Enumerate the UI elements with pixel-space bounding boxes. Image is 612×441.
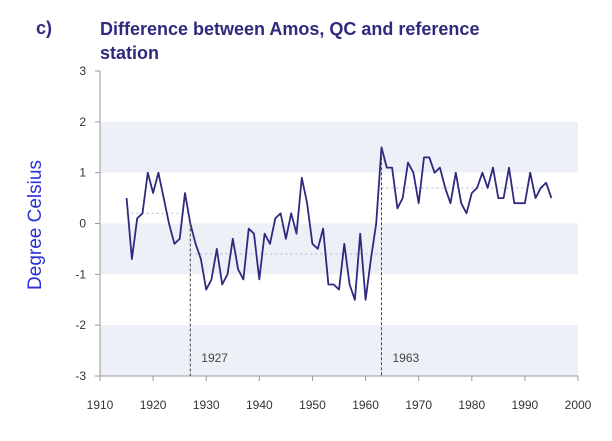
y-tick-label: 2 (79, 115, 86, 129)
y-tick-label: -2 (75, 318, 86, 332)
x-tick-label: 1940 (246, 398, 273, 412)
x-tick-label: 1980 (458, 398, 485, 412)
x-tick-label: 1970 (405, 398, 432, 412)
x-tick-label: 1910 (87, 398, 114, 412)
shaded-band (100, 325, 578, 376)
x-tick-label: 1960 (352, 398, 379, 412)
y-tick-label: -1 (75, 267, 86, 281)
x-tick-label: 2000 (565, 398, 592, 412)
series-line (125, 146, 553, 301)
x-tick-label: 1920 (140, 398, 167, 412)
breakpoint-label: 1927 (201, 351, 228, 365)
x-tick-label: 1930 (193, 398, 220, 412)
chart-title: Difference between Amos, QC and referenc… (100, 19, 480, 63)
x-tick-label: 1950 (299, 398, 326, 412)
breakpoint-label: 1963 (392, 351, 419, 365)
shaded-band (100, 121, 578, 173)
x-tick-label: 1990 (512, 398, 539, 412)
y-tick-label: 0 (79, 217, 86, 231)
panel-label: c) (36, 18, 53, 38)
y-tick-label: 1 (79, 166, 86, 180)
y-tick-label: 3 (79, 64, 86, 78)
y-tick-label: -3 (75, 369, 86, 383)
